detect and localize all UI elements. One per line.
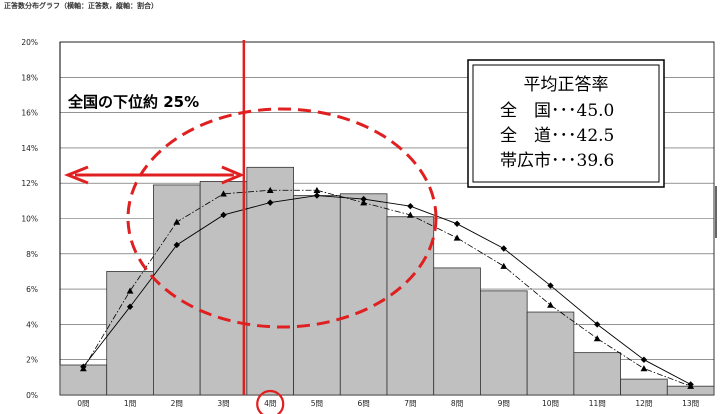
triangle-marker — [173, 218, 181, 225]
diamond-marker — [220, 211, 227, 219]
x-tick-label: 7問 — [404, 399, 416, 408]
average-box-line: 全 国･･･45.0 — [500, 101, 614, 121]
triangle-marker — [266, 186, 274, 193]
bar-6問 — [339, 193, 388, 396]
triangle-marker — [220, 190, 227, 197]
triangle-marker — [453, 234, 461, 241]
bar-11問 — [573, 352, 621, 396]
x-tick-label: 10問 — [542, 399, 559, 408]
x-tick-label: 2問 — [171, 399, 183, 408]
diamond-marker — [453, 220, 461, 227]
bar-5問 — [293, 195, 341, 396]
highlight-circle — [256, 389, 285, 414]
series-line-solid — [83, 195, 691, 385]
y-tick-label: 6% — [26, 285, 38, 294]
x-tick-label: 1問 — [124, 399, 136, 408]
y-tick-label: 14% — [21, 144, 38, 153]
y-tick-label: 16% — [21, 109, 38, 118]
triangle-marker — [547, 301, 554, 308]
triangle-marker — [593, 335, 601, 342]
arrow-head-right — [221, 165, 245, 185]
x-tick-label: 3問 — [217, 399, 229, 408]
average-box-line: 帯広市･･･39.6 — [500, 151, 614, 171]
triangle-marker — [79, 365, 87, 372]
y-tick-label: 10% — [21, 215, 38, 224]
diamond-marker — [126, 303, 134, 310]
x-tick-label: 6問 — [358, 399, 370, 408]
triangle-marker — [406, 211, 414, 218]
x-tick-label: 0問 — [77, 399, 89, 408]
triangle-marker — [313, 186, 321, 193]
diamond-marker — [500, 245, 507, 252]
x-tick-label: 13問 — [682, 399, 699, 408]
diamond-marker — [594, 321, 601, 328]
bottom25-label: 全国の下位約 25% — [67, 93, 199, 111]
arrow-head-left — [63, 165, 89, 185]
x-tick-label: 5問 — [311, 399, 323, 408]
average-box-line: 全 道･･･42.5 — [500, 126, 614, 146]
triangle-marker — [640, 365, 648, 372]
bar-2問 — [153, 184, 201, 396]
diamond-marker — [267, 199, 274, 206]
average-box — [467, 59, 665, 188]
x-tick-label: 12問 — [635, 399, 652, 408]
triangle-marker — [687, 382, 695, 389]
average-box-title: 平均正答率 — [524, 75, 609, 95]
bar-10問 — [526, 311, 575, 396]
series-lines — [79, 186, 695, 389]
series-line-dashdot — [83, 189, 691, 387]
diamond-marker — [360, 195, 367, 203]
bar-9問 — [480, 290, 528, 396]
triangle-marker — [126, 287, 134, 294]
x-tick-label: 8問 — [451, 399, 463, 408]
triangle-marker — [500, 262, 508, 269]
bar-12問 — [620, 378, 668, 396]
diamond-marker — [173, 241, 180, 249]
x-tick-label: 11問 — [589, 399, 606, 408]
x-tick-label: 4問 — [264, 399, 276, 408]
y-axis-ticks: 0% 2% 4% 6% 8% 10% 12% 14% 16% 18% 20% — [21, 38, 38, 400]
y-tick-label: 2% — [26, 356, 38, 365]
y-tick-label: 0% — [26, 391, 38, 400]
y-tick-label: 20% — [21, 38, 38, 47]
triangle-marker — [360, 199, 368, 206]
y-tick-label: 12% — [21, 179, 38, 188]
bars — [59, 166, 715, 396]
y-tick-label: 18% — [21, 73, 38, 82]
y-tick-label: 8% — [26, 250, 38, 259]
diamond-marker — [547, 282, 554, 289]
average-box-inner — [472, 64, 660, 183]
diamond-marker — [313, 192, 321, 199]
diamond-marker — [640, 356, 648, 363]
bar-8問 — [433, 267, 481, 396]
diamond-marker — [407, 202, 414, 210]
bar-7問 — [386, 216, 435, 396]
highlight-ellipse — [126, 107, 438, 329]
chart-header: 正答数分布グラフ（横軸：正答数，縦軸：割合） — [4, 2, 158, 10]
x-tick-label: 9問 — [498, 399, 510, 408]
y-tick-label: 4% — [26, 320, 38, 329]
x-axis-ticks: 0問 1問 2問 3問 4問 5問 6問 7問 8問 9問 10問 11問 12問 13問 — [77, 399, 699, 408]
